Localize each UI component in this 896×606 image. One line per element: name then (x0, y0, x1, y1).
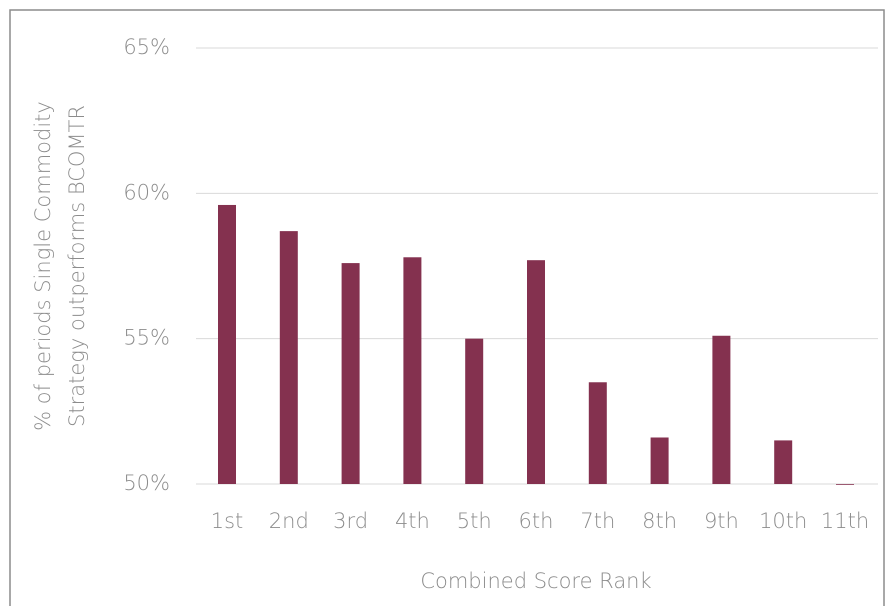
bar (774, 440, 793, 484)
x-axis-label: Combined Score Rank (420, 569, 651, 593)
x-tick-label: 11th (821, 509, 869, 533)
chart-frame (9, 9, 885, 606)
bar (279, 231, 298, 484)
bar (218, 204, 236, 484)
x-tick-label: 9th (704, 509, 739, 533)
x-tick-label: 2nd (269, 509, 309, 533)
bar (527, 260, 545, 484)
x-tick-label: 4th (395, 509, 430, 533)
y-tick-label: 55% (123, 326, 170, 350)
bar (403, 257, 422, 484)
x-tick-label: 6th (519, 509, 554, 533)
bar (341, 263, 360, 484)
x-tick-label: 7th (580, 509, 615, 533)
bar (465, 338, 484, 484)
y-axis-label: % of periods Single Commodity (31, 101, 55, 431)
y-axis-label: Strategy outperforms BCOMTR (65, 105, 89, 427)
bar (712, 335, 731, 484)
y-tick-label: 60% (123, 180, 170, 204)
x-tick-label: 8th (642, 509, 677, 533)
x-tick-label: 5th (457, 509, 492, 533)
bar (650, 437, 669, 484)
x-tick-label: 1st (211, 509, 244, 533)
x-tick-label: 10th (759, 509, 807, 533)
bar (836, 484, 854, 485)
y-tick-label: 50% (123, 471, 170, 495)
y-tick-label: 65% (123, 35, 170, 59)
x-tick-label: 3rd (333, 509, 368, 533)
bar (588, 382, 607, 484)
